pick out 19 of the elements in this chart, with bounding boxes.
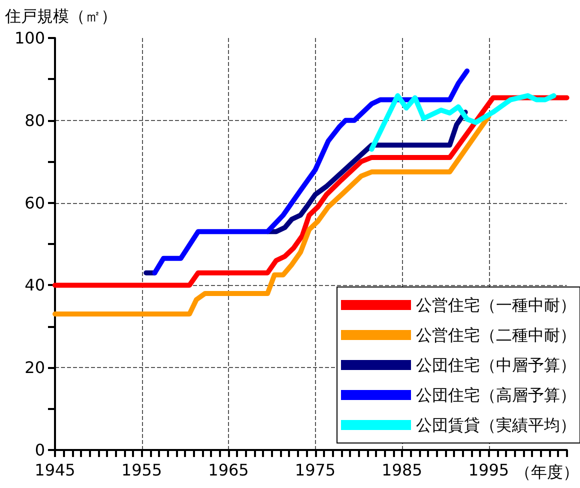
legend-label: 公団住宅（中層予算） — [416, 356, 576, 374]
x-axis-title: （年度） — [515, 462, 580, 482]
x-tick-label: 1995 — [468, 460, 510, 480]
y-tick-label: 100 — [14, 28, 45, 48]
x-tick-label: 1965 — [208, 460, 249, 480]
y-tick-label: 20 — [24, 358, 45, 378]
y-axis-title: 住戸規模（㎡） — [4, 6, 117, 26]
y-tick-label: 80 — [24, 110, 45, 130]
x-tick-label: 1985 — [382, 460, 422, 480]
x-tick-label: 1975 — [294, 460, 336, 480]
x-tick-label: 1945 — [34, 460, 76, 480]
y-tick-label: 60 — [24, 193, 45, 212]
legend-label: 公団住宅（高層予算） — [416, 386, 576, 404]
y-tick-label: 0 — [34, 440, 45, 460]
x-tick-label: 1955 — [121, 460, 162, 480]
legend-label: 公営住宅（一種中耐） — [416, 296, 576, 314]
y-tick-label: 40 — [24, 276, 45, 295]
legend-label: 公営住宅（二種中耐） — [416, 326, 576, 344]
legend-label: 公団賃貸（実績平均） — [416, 416, 576, 434]
